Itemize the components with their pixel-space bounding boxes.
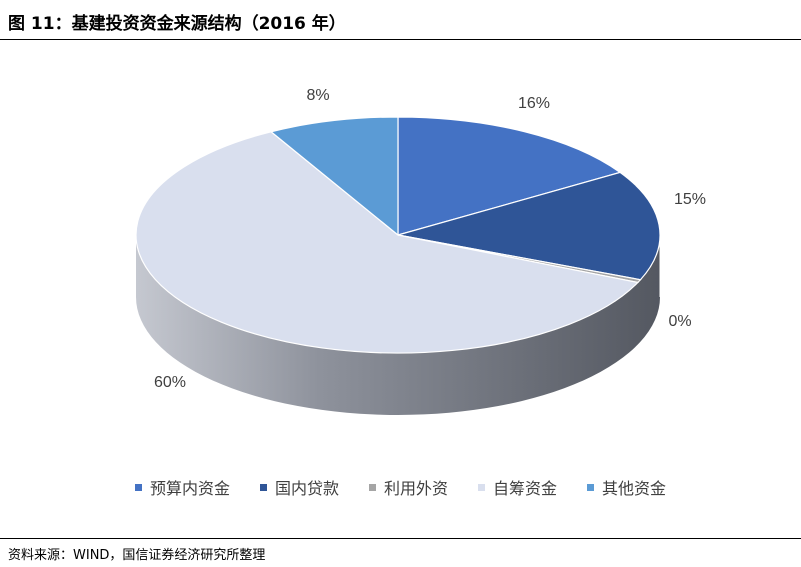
legend-label: 利用外资 xyxy=(383,479,448,498)
data-label: 60% xyxy=(154,374,186,391)
legend-item: 国内贷款 xyxy=(259,475,339,499)
pie-slice xyxy=(397,171,661,281)
legend-swatch xyxy=(587,483,595,491)
data-label: 8% xyxy=(306,87,329,104)
legend-label: 自筹资金 xyxy=(493,479,558,498)
legend-swatch xyxy=(259,483,267,491)
pie-slice xyxy=(269,116,399,237)
legend-swatch xyxy=(134,483,142,491)
legend-item: 预算内资金 xyxy=(134,475,230,499)
pie-side-wall xyxy=(136,235,660,415)
data-label: 0% xyxy=(668,313,691,330)
legend-label: 预算内资金 xyxy=(149,479,230,498)
legend-item: 自筹资金 xyxy=(478,475,557,499)
source-note: 资料来源：WIND，国信证券经济研究所整理 xyxy=(8,548,266,563)
pie-slice xyxy=(397,116,622,236)
legend-item: 其他资金 xyxy=(587,475,666,499)
data-label: 16% xyxy=(518,95,550,112)
chart-legend: 预算内资金 国内贷款 利用外资 自筹资金 其他资金 xyxy=(0,475,801,499)
figure-title: 图 11：基建投资资金来源结构（2016 年） xyxy=(8,14,346,34)
pie-slice xyxy=(135,131,640,354)
top-rule xyxy=(0,39,801,40)
data-label: 15% xyxy=(674,191,706,208)
legend-item: 利用外资 xyxy=(368,475,448,499)
legend-swatch xyxy=(368,483,376,491)
legend-label: 其他资金 xyxy=(602,479,667,498)
bottom-rule xyxy=(0,538,801,539)
pie-chart: 16% 15% 0% 60% 8% xyxy=(135,87,706,415)
legend-label: 国内贷款 xyxy=(274,479,339,498)
legend-swatch xyxy=(478,483,485,491)
